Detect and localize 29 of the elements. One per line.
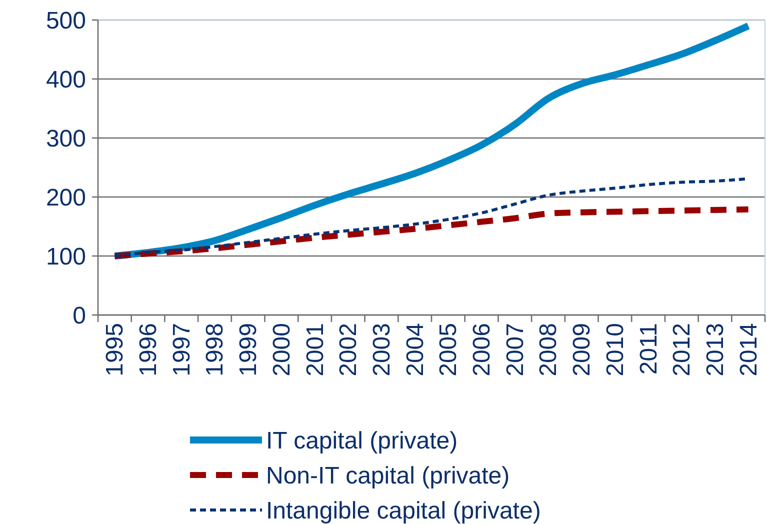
x-tick-label: 2014 (735, 323, 762, 376)
y-tick-label: 0 (72, 302, 86, 330)
x-tick-label: 2011 (635, 323, 662, 375)
x-tick-label: 2010 (602, 323, 629, 376)
y-tick-label: 400 (46, 66, 86, 94)
y-tick-label: 100 (46, 243, 86, 270)
y-tick-label: 500 (46, 7, 86, 34)
x-tick-label: 2003 (368, 323, 396, 376)
legend-label: Non-IT capital (private) (266, 462, 510, 490)
x-tick-label: 1999 (235, 323, 262, 376)
legend-label: IT capital (private) (266, 427, 458, 454)
x-tick-label: 2009 (568, 323, 596, 376)
x-tick-label: 1997 (168, 323, 196, 376)
x-tick-label: 2007 (502, 323, 529, 376)
y-tick-label: 200 (46, 184, 86, 212)
x-tick-label: 1996 (135, 323, 162, 376)
x-tick-label: 2001 (302, 323, 329, 376)
x-tick-label: 1998 (202, 323, 229, 376)
x-tick-label: 2006 (468, 323, 496, 376)
x-tick-label: 1995 (102, 323, 129, 376)
legend-label: Intangible capital (private) (266, 497, 541, 524)
x-tick-label: 2008 (535, 323, 562, 376)
x-tick-label: 2012 (668, 323, 696, 376)
x-tick-label: 2002 (335, 323, 362, 376)
y-tick-label: 300 (46, 125, 86, 152)
x-tick-label: 2013 (702, 323, 729, 376)
x-tick-label: 2004 (402, 323, 429, 376)
x-tick-label: 2000 (268, 323, 296, 376)
x-tick-label: 2005 (435, 323, 462, 376)
